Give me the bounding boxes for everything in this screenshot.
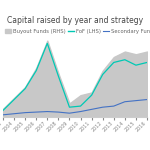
Legend: Buyout Funds (RHS), FoF (LHS), Secondary Funds (: Buyout Funds (RHS), FoF (LHS), Secondary…	[3, 27, 150, 36]
Title: Capital raised by year and strategy: Capital raised by year and strategy	[7, 16, 143, 25]
